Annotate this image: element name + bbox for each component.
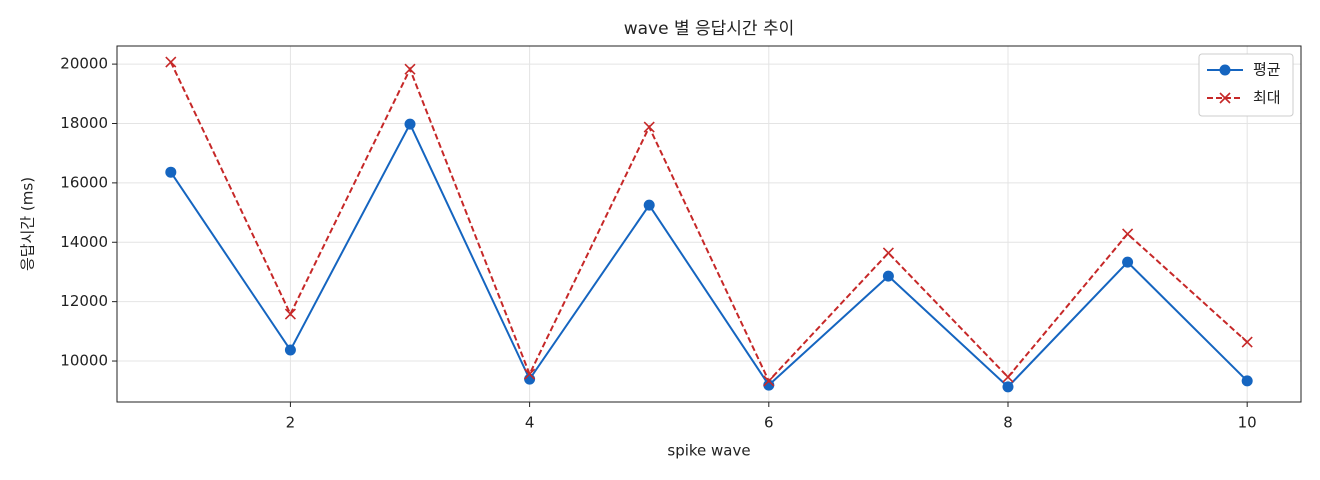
point (1122, 256, 1134, 268)
point (643, 121, 655, 133)
point (882, 270, 894, 282)
y-tick-label: 16000 (60, 173, 108, 191)
legend-marker (1219, 92, 1231, 104)
legend-marker (1219, 64, 1231, 76)
point (643, 199, 655, 211)
point (1002, 381, 1014, 393)
chart-title: wave 별 응답시간 추이 (624, 19, 795, 39)
point (284, 308, 296, 320)
point (404, 118, 416, 130)
point (524, 368, 536, 380)
plot-frame (116, 45, 1302, 403)
point (1241, 336, 1253, 348)
point (404, 63, 416, 75)
x-tick-label: 10 (1238, 414, 1257, 432)
point (1241, 375, 1253, 387)
y-tick-label: 20000 (60, 55, 108, 73)
y-tick-label: 14000 (60, 233, 108, 251)
point (763, 379, 775, 391)
x-tick-label: 6 (764, 414, 774, 432)
point (284, 344, 296, 356)
x-tick-label: 8 (1003, 414, 1013, 432)
line (169, 61, 1248, 383)
legend-label: 최대 (1253, 89, 1281, 107)
point (1002, 371, 1014, 383)
point (763, 375, 775, 387)
x-tick-label: 4 (525, 414, 535, 432)
y-tick-label: 18000 (60, 114, 108, 132)
y-axis-label: 응답시간 (ms) (19, 177, 37, 271)
y-tick-label: 10000 (60, 352, 108, 370)
x-axis-label: spike wave (667, 442, 750, 460)
point (165, 166, 177, 178)
point (882, 247, 894, 259)
point (1122, 228, 1134, 240)
legend-label: 평균 (1253, 61, 1281, 79)
point (165, 56, 177, 68)
x-tick-label: 2 (286, 414, 296, 432)
line (169, 121, 1248, 389)
point (524, 373, 536, 385)
y-tick-label: 12000 (60, 292, 108, 310)
